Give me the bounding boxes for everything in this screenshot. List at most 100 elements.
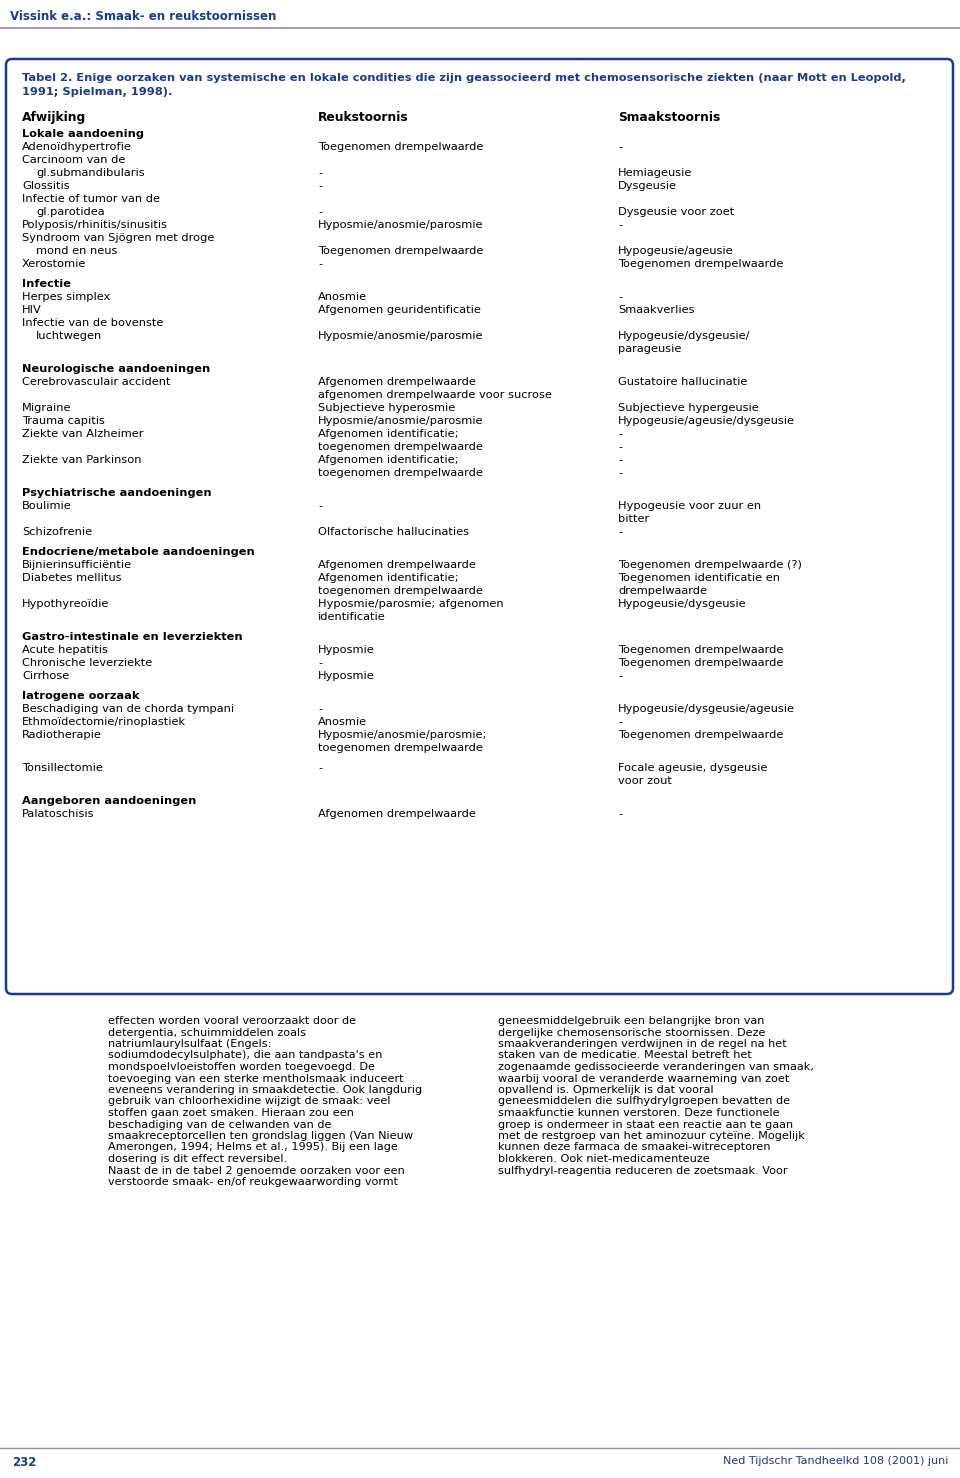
Text: waarbij vooral de veranderde waarneming van zoet: waarbij vooral de veranderde waarneming … [498,1073,789,1083]
Text: Amerongen, 1994; Helms et al., 1995). Bij een lage: Amerongen, 1994; Helms et al., 1995). Bi… [108,1142,397,1153]
Text: Afgenomen identificatie;: Afgenomen identificatie; [318,429,459,439]
Text: -: - [318,658,323,668]
Text: Infectie van de bovenste: Infectie van de bovenste [22,318,163,328]
Text: Cerebrovasculair accident: Cerebrovasculair accident [22,377,171,387]
Text: sodiumdodecylsulphate), die aan tandpasta's en: sodiumdodecylsulphate), die aan tandpast… [108,1051,382,1061]
Text: Hyposmie/anosmie/parosmie: Hyposmie/anosmie/parosmie [318,220,484,231]
Text: Aangeboren aandoeningen: Aangeboren aandoeningen [22,797,197,806]
Text: Ned Tijdschr Tandheelkd 108 (2001) juni: Ned Tijdschr Tandheelkd 108 (2001) juni [723,1456,948,1466]
Text: Hypothyreoïdie: Hypothyreoïdie [22,599,109,609]
Text: blokkeren. Ook niet-medicamenteuze: blokkeren. Ook niet-medicamenteuze [498,1154,709,1165]
Text: Hemiageusie: Hemiageusie [618,168,692,177]
Text: Afgenomen identificatie;: Afgenomen identificatie; [318,455,459,466]
Text: Hyposmie: Hyposmie [318,644,374,655]
Text: Smaakstoornis: Smaakstoornis [618,111,720,124]
Text: -: - [318,207,323,217]
Text: sulfhydryl-reagentia reduceren de zoetsmaak. Voor: sulfhydryl-reagentia reduceren de zoetsm… [498,1166,787,1175]
Text: -: - [318,501,323,511]
Text: Hyposmie: Hyposmie [318,671,374,681]
Text: -: - [618,808,622,819]
Text: dosering is dit effect reversibel.: dosering is dit effect reversibel. [108,1154,287,1165]
Text: Iatrogene oorzaak: Iatrogene oorzaak [22,692,139,701]
Text: beschadiging van de celwanden van de: beschadiging van de celwanden van de [108,1119,331,1129]
Text: Dysgeusie voor zoet: Dysgeusie voor zoet [618,207,734,217]
Text: Afgenomen drempelwaarde: Afgenomen drempelwaarde [318,808,476,819]
Text: afgenomen drempelwaarde voor sucrose: afgenomen drempelwaarde voor sucrose [318,390,552,401]
Text: Diabetes mellitus: Diabetes mellitus [22,573,122,582]
Text: eveneens verandering in smaakdetectie. Ook langdurig: eveneens verandering in smaakdetectie. O… [108,1085,422,1095]
Text: bitter: bitter [618,514,649,525]
Text: Neurologische aandoeningen: Neurologische aandoeningen [22,364,210,374]
Text: stoffen gaan zoet smaken. Hieraan zou een: stoffen gaan zoet smaken. Hieraan zou ee… [108,1108,354,1117]
Text: detergentia, schuimmiddelen zoals: detergentia, schuimmiddelen zoals [108,1027,306,1038]
Text: -: - [618,220,622,231]
Text: Endocriene/metabole aandoeningen: Endocriene/metabole aandoeningen [22,547,254,557]
Text: Hyposmie/anosmie/parosmie: Hyposmie/anosmie/parosmie [318,331,484,341]
Text: -: - [618,528,622,537]
Text: Adenoïdhypertrofie: Adenoïdhypertrofie [22,142,132,152]
Text: Polyposis/rhinitis/sinusitis: Polyposis/rhinitis/sinusitis [22,220,168,231]
Text: Toegenomen drempelwaarde: Toegenomen drempelwaarde [618,730,783,740]
Text: -: - [318,704,323,714]
Text: Ziekte van Alzheimer: Ziekte van Alzheimer [22,429,143,439]
Text: zogenaamde gedissocieerde veranderingen van smaak,: zogenaamde gedissocieerde veranderingen … [498,1063,814,1072]
Text: Carcinoom van de: Carcinoom van de [22,155,126,166]
Text: HIV: HIV [22,304,41,315]
Text: Palatoschisis: Palatoschisis [22,808,94,819]
Text: -: - [618,717,622,727]
FancyBboxPatch shape [6,59,953,995]
Text: Hypogeusie/dysgeusie/ageusie: Hypogeusie/dysgeusie/ageusie [618,704,795,714]
Text: Trauma capitis: Trauma capitis [22,415,105,426]
Text: Radiotherapie: Radiotherapie [22,730,102,740]
Text: gebruik van chloorhexidine wijzigt de smaak: veel: gebruik van chloorhexidine wijzigt de sm… [108,1097,391,1107]
Text: geneesmiddelgebruik een belangrijke bron van: geneesmiddelgebruik een belangrijke bron… [498,1015,764,1026]
Text: Hypogeusie/ageusie/dysgeusie: Hypogeusie/ageusie/dysgeusie [618,415,795,426]
Text: Toegenomen drempelwaarde: Toegenomen drempelwaarde [618,658,783,668]
Text: Toegenomen drempelwaarde (?): Toegenomen drempelwaarde (?) [618,560,802,571]
Text: mond en neus: mond en neus [36,245,117,256]
Text: Naast de in de tabel 2 genoemde oorzaken voor een: Naast de in de tabel 2 genoemde oorzaken… [108,1166,405,1175]
Text: Lokale aandoening: Lokale aandoening [22,129,144,139]
Text: Hypogeusie/dysgeusie: Hypogeusie/dysgeusie [618,599,747,609]
Text: drempelwaarde: drempelwaarde [618,585,707,596]
Text: parageusie: parageusie [618,344,682,355]
Text: Cirrhose: Cirrhose [22,671,69,681]
Text: Afgenomen geuridentificatie: Afgenomen geuridentificatie [318,304,481,315]
Text: smaakreceptorcellen ten grondslag liggen (Van Nieuw: smaakreceptorcellen ten grondslag liggen… [108,1131,413,1141]
Text: Gastro-intestinale en leverziekten: Gastro-intestinale en leverziekten [22,633,243,641]
Text: Afgenomen identificatie;: Afgenomen identificatie; [318,573,459,582]
Text: Chronische leverziekte: Chronische leverziekte [22,658,153,668]
Text: Dysgeusie: Dysgeusie [618,180,677,191]
Text: Tabel 2. Enige oorzaken van systemische en lokale condities die zijn geassocieer: Tabel 2. Enige oorzaken van systemische … [22,72,906,83]
Text: -: - [618,469,622,477]
Text: voor zout: voor zout [618,776,672,786]
Text: -: - [618,442,622,452]
Text: -: - [618,429,622,439]
Text: smaakfunctie kunnen verstoren. Deze functionele: smaakfunctie kunnen verstoren. Deze func… [498,1108,780,1117]
Text: 232: 232 [12,1456,36,1469]
Text: Olfactorische hallucinaties: Olfactorische hallucinaties [318,528,469,537]
Text: effecten worden vooral veroorzaakt door de: effecten worden vooral veroorzaakt door … [108,1015,356,1026]
Text: Toegenomen drempelwaarde: Toegenomen drempelwaarde [618,644,783,655]
Text: -: - [318,259,323,269]
Text: Tonsillectomie: Tonsillectomie [22,763,103,773]
Text: toegenomen drempelwaarde: toegenomen drempelwaarde [318,743,483,752]
Text: Vissink e.a.: Smaak- en reukstoornissen: Vissink e.a.: Smaak- en reukstoornissen [10,10,276,24]
Text: opvallend is. Opmerkelijk is dat vooral: opvallend is. Opmerkelijk is dat vooral [498,1085,713,1095]
Text: Toegenomen drempelwaarde: Toegenomen drempelwaarde [318,142,484,152]
Text: Toegenomen drempelwaarde: Toegenomen drempelwaarde [318,245,484,256]
Text: -: - [618,142,622,152]
Text: identificatie: identificatie [318,612,386,622]
Text: smaakveranderingen verdwijnen in de regel na het: smaakveranderingen verdwijnen in de rege… [498,1039,786,1049]
Text: Anosmie: Anosmie [318,717,367,727]
Text: Afgenomen drempelwaarde: Afgenomen drempelwaarde [318,377,476,387]
Text: Beschadiging van de chorda tympani: Beschadiging van de chorda tympani [22,704,234,714]
Text: Xerostomie: Xerostomie [22,259,86,269]
Text: Focale ageusie, dysgeusie: Focale ageusie, dysgeusie [618,763,767,773]
Text: kunnen deze farmaca de smaakei-witreceptoren: kunnen deze farmaca de smaakei-witrecept… [498,1142,771,1153]
Text: Toegenomen drempelwaarde: Toegenomen drempelwaarde [618,259,783,269]
Text: Hypogeusie voor zuur en: Hypogeusie voor zuur en [618,501,761,511]
Text: dergelijke chemosensorische stoornissen. Deze: dergelijke chemosensorische stoornissen.… [498,1027,765,1038]
Text: Hyposmie/anosmie/parosmie;: Hyposmie/anosmie/parosmie; [318,730,488,740]
Text: Herpes simplex: Herpes simplex [22,293,110,302]
